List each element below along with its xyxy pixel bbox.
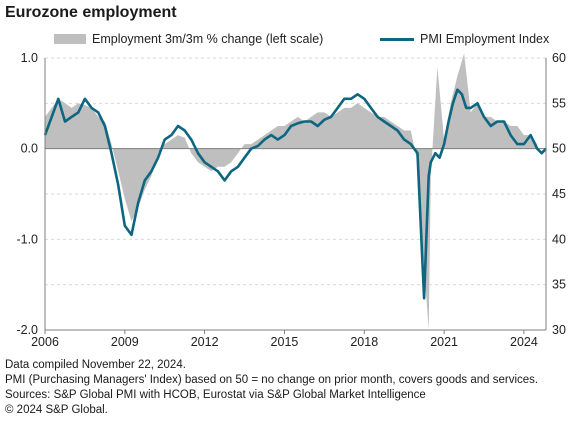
right-tick-label: 55 xyxy=(552,96,566,110)
right-tick-label: 40 xyxy=(552,232,566,246)
pmi-line xyxy=(43,88,547,300)
employment-area xyxy=(45,53,538,330)
x-tick-label: 2024 xyxy=(510,335,538,349)
legend-swatch-pmi xyxy=(380,37,414,41)
left-tick-label: 0.0 xyxy=(21,142,38,156)
legend-swatch-employment xyxy=(54,34,86,44)
legend-label-pmi: PMI Employment Index xyxy=(420,32,550,46)
right-tick-label: 30 xyxy=(552,323,566,337)
legend-label-employment: Employment 3m/3m % change (left scale) xyxy=(92,32,324,46)
x-tick-label: 2012 xyxy=(191,335,219,349)
footer-pmi-note: PMI (Purchasing Managers' Index) based o… xyxy=(5,374,539,386)
right-tick-label: 45 xyxy=(552,187,566,201)
x-tick-label: 2018 xyxy=(350,335,378,349)
legend-item-employment: Employment 3m/3m % change (left scale) xyxy=(54,32,323,46)
legend-item-pmi: PMI Employment Index xyxy=(380,32,549,46)
x-tick-label: 2009 xyxy=(111,335,139,349)
footer-date-note: Data compiled November 22, 2024. xyxy=(5,359,186,371)
right-tick-label: 35 xyxy=(552,278,566,292)
left-tick-label: -1.0 xyxy=(16,232,38,246)
left-tick-label: -2.0 xyxy=(16,323,38,337)
right-tick-label: 50 xyxy=(552,142,566,156)
x-tick-label: 2006 xyxy=(31,335,59,349)
footer-sources: Sources: S&P Global PMI with HCOB, Euros… xyxy=(5,389,426,401)
left-tick-label: 1.0 xyxy=(21,51,38,65)
right-tick-label: 60 xyxy=(552,51,566,65)
x-tick-label: 2015 xyxy=(271,335,299,349)
x-tick-label: 2021 xyxy=(430,335,458,349)
footer-copyright: © 2024 S&P Global. xyxy=(5,404,108,416)
chart-title: Eurozone employment xyxy=(5,4,177,21)
